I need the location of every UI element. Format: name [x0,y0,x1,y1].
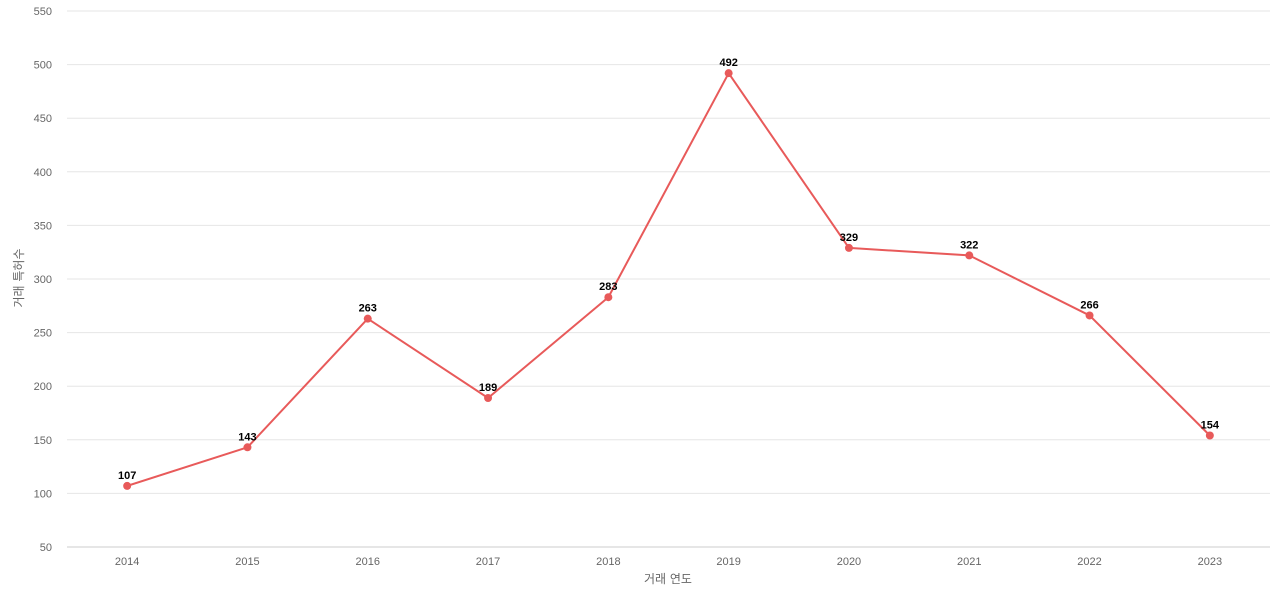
data-point [965,251,974,260]
x-axis-ticks: 2014 2015 2016 2017 2018 2019 2020 2021 2022 2023 [115,556,1222,568]
series-layer [123,69,1214,490]
y-axis-title: 거래 특허수 [12,248,26,307]
data-label: 492 [719,57,737,69]
data-label: 266 [1080,299,1098,311]
data-label: 263 [359,303,377,315]
data-label: 154 [1201,420,1220,432]
data-point [484,393,493,402]
data-label: 322 [960,239,978,251]
data-point [844,243,853,252]
data-label: 329 [840,232,858,244]
data-point [363,314,372,323]
data-point [604,293,613,302]
x-tick-label: 2015 [235,556,259,568]
data-label: 107 [118,470,136,482]
grid-lines [67,10,1270,548]
data-point [123,481,132,490]
y-tick-label: 50 [40,542,52,554]
y-tick-label: 350 [34,220,52,232]
data-label: 143 [238,431,256,443]
data-label: 283 [599,281,617,293]
data-point [724,69,733,78]
y-tick-label: 150 [34,435,52,447]
y-tick-label: 400 [34,167,52,179]
x-tick-label: 2019 [716,556,740,568]
x-axis-title: 거래 연도 [644,572,692,586]
y-tick-label: 550 [34,6,52,18]
y-tick-label: 500 [34,60,52,72]
x-tick-label: 2022 [1077,556,1101,568]
data-point [1085,311,1094,320]
data-point [243,443,252,452]
x-tick-label: 2014 [115,556,139,568]
x-tick-label: 2020 [837,556,861,568]
y-axis-ticks: 50 100 150 200 250 300 350 400 450 500 550 [34,6,52,554]
x-tick-label: 2021 [957,556,981,568]
data-point [1205,431,1214,440]
x-tick-label: 2023 [1198,556,1222,568]
x-tick-label: 2017 [476,556,500,568]
x-tick-label: 2018 [596,556,620,568]
y-tick-label: 450 [34,113,52,125]
y-tick-label: 200 [34,381,52,393]
y-tick-label: 100 [34,488,52,500]
data-label: 189 [479,382,497,394]
x-tick-label: 2016 [356,556,380,568]
y-tick-label: 250 [34,328,52,340]
data-labels: 107 143 263 189 283 492 329 322 266 154 [118,57,1220,482]
series-line [126,72,1211,487]
y-tick-label: 300 [34,274,52,286]
